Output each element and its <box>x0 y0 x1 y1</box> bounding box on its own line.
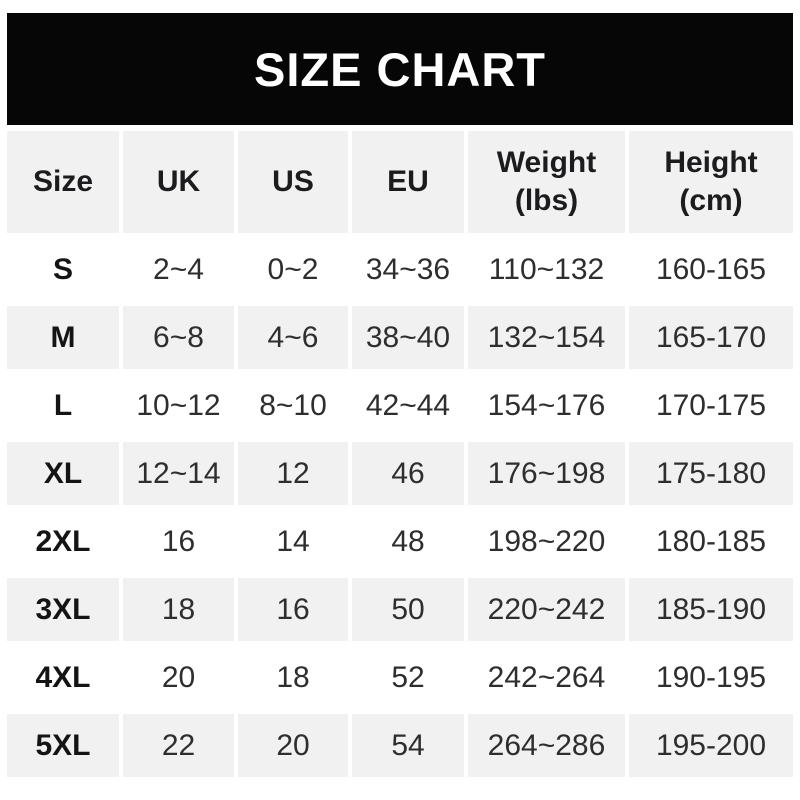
table-row-l: L 10~12 8~10 42~44 154~176 170-175 <box>7 374 793 437</box>
cell-uk: 22 <box>123 714 234 777</box>
cell-uk: 16 <box>123 510 234 573</box>
cell-eu: 54 <box>352 714 464 777</box>
column-label: Height <box>664 146 758 179</box>
cell-height: 170-175 <box>629 374 793 437</box>
cell-size: S <box>7 238 119 301</box>
cell-size: 5XL <box>7 714 119 777</box>
cell-height: 165-170 <box>629 306 793 369</box>
column-header-height: Height (cm) <box>629 131 793 233</box>
cell-height: 175-180 <box>629 442 793 505</box>
cell-eu: 46 <box>352 442 464 505</box>
column-header-us: US <box>238 131 348 233</box>
cell-weight: 132~154 <box>468 306 625 369</box>
cell-us: 12 <box>238 442 348 505</box>
table-row-5xl: 5XL 22 20 54 264~286 195-200 <box>7 714 793 777</box>
cell-uk: 12~14 <box>123 442 234 505</box>
cell-us: 4~6 <box>238 306 348 369</box>
column-label: EU <box>387 165 429 198</box>
table-row-m: M 6~8 4~6 38~40 132~154 165-170 <box>7 306 793 369</box>
size-chart-title: SIZE CHART <box>254 42 546 96</box>
cell-weight: 220~242 <box>468 578 625 641</box>
cell-eu: 52 <box>352 646 464 709</box>
cell-us: 16 <box>238 578 348 641</box>
cell-uk: 18 <box>123 578 234 641</box>
column-header-weight: Weight (lbs) <box>468 131 625 233</box>
cell-uk: 6~8 <box>123 306 234 369</box>
size-chart-table: Size UK US EU Weight (lbs) Height (cm) S 2… <box>3 126 797 782</box>
cell-us: 14 <box>238 510 348 573</box>
size-chart-banner: SIZE CHART <box>7 13 793 125</box>
column-sublabel: (cm) <box>679 184 743 217</box>
cell-height: 180-185 <box>629 510 793 573</box>
cell-us: 8~10 <box>238 374 348 437</box>
table-row-3xl: 3XL 18 16 50 220~242 185-190 <box>7 578 793 641</box>
column-label: US <box>272 165 314 198</box>
cell-height: 195-200 <box>629 714 793 777</box>
cell-size: XL <box>7 442 119 505</box>
cell-eu: 50 <box>352 578 464 641</box>
cell-eu: 48 <box>352 510 464 573</box>
cell-size: 3XL <box>7 578 119 641</box>
cell-uk: 20 <box>123 646 234 709</box>
column-header-size: Size <box>7 131 119 233</box>
cell-size: 4XL <box>7 646 119 709</box>
column-header-uk: UK <box>123 131 234 233</box>
cell-weight: 264~286 <box>468 714 625 777</box>
column-label: Weight <box>496 146 597 179</box>
cell-size: M <box>7 306 119 369</box>
cell-size: 2XL <box>7 510 119 573</box>
cell-us: 20 <box>238 714 348 777</box>
column-label: UK <box>156 165 201 198</box>
table-row-s: S 2~4 0~2 34~36 110~132 160-165 <box>7 238 793 301</box>
cell-us: 0~2 <box>238 238 348 301</box>
cell-height: 185-190 <box>629 578 793 641</box>
table-row-xl: XL 12~14 12 46 176~198 175-180 <box>7 442 793 505</box>
cell-size: L <box>7 374 119 437</box>
table-row-4xl: 4XL 20 18 52 242~264 190-195 <box>7 646 793 709</box>
cell-weight: 242~264 <box>468 646 625 709</box>
column-header-eu: EU <box>352 131 464 233</box>
cell-weight: 198~220 <box>468 510 625 573</box>
cell-weight: 110~132 <box>468 238 625 301</box>
cell-height: 160-165 <box>629 238 793 301</box>
cell-eu: 38~40 <box>352 306 464 369</box>
cell-eu: 34~36 <box>352 238 464 301</box>
cell-weight: 154~176 <box>468 374 625 437</box>
column-sublabel: (lbs) <box>514 184 579 217</box>
header-row: Size UK US EU Weight (lbs) Height (cm) <box>7 131 793 233</box>
cell-height: 190-195 <box>629 646 793 709</box>
table-row-2xl: 2XL 16 14 48 198~220 180-185 <box>7 510 793 573</box>
cell-us: 18 <box>238 646 348 709</box>
cell-weight: 176~198 <box>468 442 625 505</box>
cell-eu: 42~44 <box>352 374 464 437</box>
cell-uk: 2~4 <box>123 238 234 301</box>
column-label: Size <box>32 165 94 198</box>
cell-uk: 10~12 <box>123 374 234 437</box>
